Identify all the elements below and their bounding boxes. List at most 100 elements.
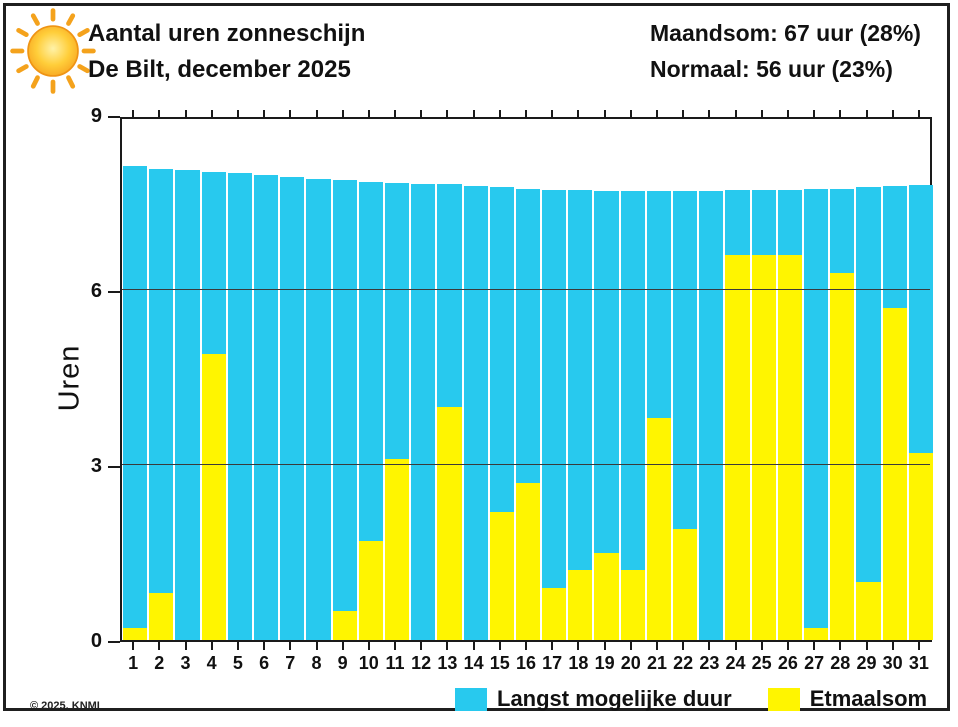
x-tick-label-13: 13 bbox=[437, 653, 458, 673]
bar-etmaalsom-day-21 bbox=[646, 418, 672, 640]
bar-etmaalsom-day-16 bbox=[515, 482, 541, 640]
x-tick-label-19: 19 bbox=[594, 653, 615, 673]
bar-langst-mogelijke-duur-day-12 bbox=[411, 183, 436, 640]
bottom-tick-day-7 bbox=[289, 642, 292, 650]
chart-legend: Langst mogelijke duur Etmaalsom bbox=[455, 686, 927, 712]
bar-etmaalsom-day-20 bbox=[620, 570, 645, 640]
top-tick-day-15 bbox=[498, 110, 501, 117]
bottom-tick-day-22 bbox=[682, 642, 685, 650]
bottom-tick-day-19 bbox=[603, 642, 606, 650]
bar-langst-mogelijke-duur-day-23 bbox=[699, 190, 724, 640]
x-tick-label-17: 17 bbox=[542, 653, 563, 673]
bar-etmaalsom-day-24 bbox=[725, 255, 750, 640]
x-tick-label-2: 2 bbox=[154, 653, 165, 673]
top-tick-day-6 bbox=[263, 110, 266, 117]
bottom-tick-day-1 bbox=[132, 642, 135, 650]
x-tick-label-20: 20 bbox=[620, 653, 641, 673]
x-tick-label-8: 8 bbox=[311, 653, 322, 673]
top-tick-day-11 bbox=[394, 110, 396, 117]
bottom-tick-day-11 bbox=[394, 642, 396, 650]
top-tick-day-23 bbox=[708, 110, 711, 117]
copyright-text: © 2025, KNMI bbox=[30, 700, 100, 712]
top-tick-day-2 bbox=[158, 110, 161, 117]
x-tick-label-15: 15 bbox=[489, 653, 510, 673]
bar-etmaalsom-day-15 bbox=[489, 511, 514, 640]
bar-etmaalsom-day-10 bbox=[358, 540, 383, 640]
bar-etmaalsom-day-26 bbox=[777, 255, 803, 640]
bar-etmaalsom-day-17 bbox=[542, 587, 567, 640]
x-tick-label-4: 4 bbox=[206, 653, 217, 673]
x-tick-label-31: 31 bbox=[908, 653, 929, 673]
y-tick-label-3: 3 bbox=[90, 455, 102, 477]
x-tick-label-21: 21 bbox=[646, 653, 668, 673]
bottom-tick-day-26 bbox=[786, 642, 789, 650]
x-tick-label-1: 1 bbox=[128, 653, 139, 673]
top-tick-day-8 bbox=[315, 110, 318, 117]
bar-etmaalsom-day-13 bbox=[437, 406, 462, 640]
top-tick-day-1 bbox=[132, 110, 135, 117]
x-tick-label-23: 23 bbox=[699, 653, 720, 673]
bar-etmaalsom-day-4 bbox=[201, 354, 226, 640]
bottom-tick-day-12 bbox=[420, 642, 423, 650]
bottom-tick-day-29 bbox=[865, 642, 868, 650]
bar-etmaalsom-day-2 bbox=[149, 593, 174, 640]
bottom-tick-day-27 bbox=[813, 642, 816, 650]
sun-disc bbox=[27, 25, 79, 77]
x-tick-label-14: 14 bbox=[463, 653, 484, 673]
bottom-tick-day-20 bbox=[629, 642, 632, 650]
bottom-tick-day-17 bbox=[551, 642, 554, 650]
bottom-tick-day-4 bbox=[210, 642, 213, 650]
bottom-tick-day-30 bbox=[891, 642, 894, 650]
x-tick-label-16: 16 bbox=[515, 653, 537, 673]
bar-etmaalsom-day-1 bbox=[123, 628, 148, 640]
bottom-tick-day-25 bbox=[760, 642, 763, 650]
top-tick-day-27 bbox=[813, 110, 816, 117]
y-tick-6 bbox=[108, 291, 120, 293]
top-tick-day-24 bbox=[734, 110, 737, 117]
top-tick-day-4 bbox=[210, 110, 213, 117]
y-tick-0 bbox=[108, 641, 120, 643]
bar-etmaalsom-day-30 bbox=[882, 307, 907, 640]
bar-etmaalsom-day-27 bbox=[804, 628, 829, 640]
x-tick-label-27: 27 bbox=[804, 653, 825, 673]
y-tick-label-0: 0 bbox=[90, 630, 102, 652]
sun-rays bbox=[10, 8, 96, 94]
bar-langst-mogelijke-duur-day-2 bbox=[149, 168, 174, 640]
bottom-tick-day-21 bbox=[656, 642, 658, 650]
bar-langst-mogelijke-duur-day-7 bbox=[280, 177, 305, 640]
bar-langst-mogelijke-duur-day-14 bbox=[463, 185, 488, 640]
legend-item-langst-mogelijke-duur: Langst mogelijke duur bbox=[455, 686, 732, 712]
gridline-3 bbox=[122, 464, 930, 465]
bottom-tick-day-16 bbox=[525, 642, 527, 650]
x-tick-label-29: 29 bbox=[856, 653, 877, 673]
legend-swatch-yellow bbox=[767, 687, 800, 711]
top-tick-day-3 bbox=[184, 110, 187, 117]
bar-langst-mogelijke-duur-day-6 bbox=[253, 175, 279, 640]
top-tick-day-21 bbox=[656, 110, 658, 117]
bottom-tick-day-2 bbox=[158, 642, 161, 650]
x-tick-label-7: 7 bbox=[285, 653, 296, 673]
bar-etmaalsom-day-18 bbox=[568, 570, 593, 640]
bar-etmaalsom-day-28 bbox=[830, 272, 855, 640]
top-tick-day-5 bbox=[236, 110, 239, 117]
y-tick-3 bbox=[108, 466, 120, 468]
x-tick-label-22: 22 bbox=[673, 653, 694, 673]
bar-etmaalsom-day-31 bbox=[908, 453, 933, 640]
maandsom-stat: Maandsom: 67 uur (28%) bbox=[650, 20, 921, 46]
y-tick-label-6: 6 bbox=[90, 280, 102, 302]
plot-area bbox=[120, 117, 933, 642]
legend-swatch-cyan bbox=[455, 687, 487, 711]
top-tick-day-14 bbox=[472, 110, 475, 117]
bar-etmaalsom-day-29 bbox=[856, 581, 881, 640]
top-tick-day-9 bbox=[341, 110, 344, 117]
top-tick-day-10 bbox=[367, 110, 370, 117]
top-tick-day-7 bbox=[289, 110, 292, 117]
bottom-tick-day-6 bbox=[263, 642, 266, 650]
top-tick-day-12 bbox=[420, 110, 423, 117]
normaal-stat: Normaal: 56 uur (23%) bbox=[650, 56, 893, 82]
x-tick-label-12: 12 bbox=[411, 653, 432, 673]
bar-langst-mogelijke-duur-day-20 bbox=[620, 190, 645, 640]
bottom-tick-day-18 bbox=[577, 642, 580, 650]
top-tick-day-20 bbox=[629, 110, 632, 117]
bar-langst-mogelijke-duur-day-29 bbox=[856, 187, 881, 640]
